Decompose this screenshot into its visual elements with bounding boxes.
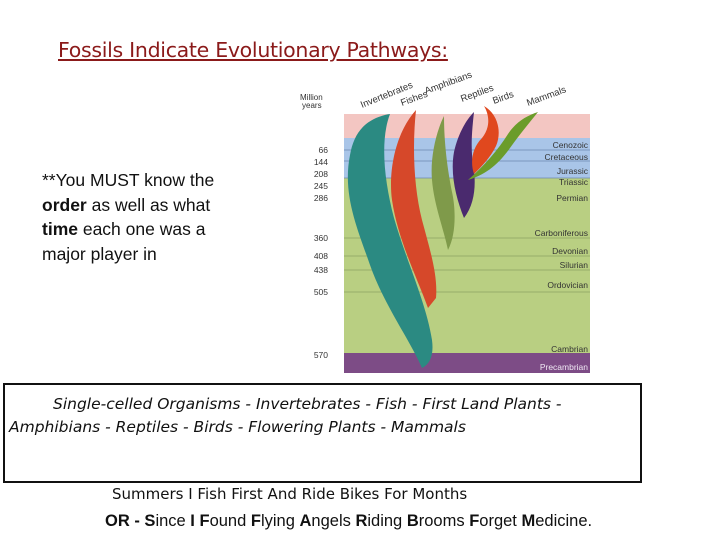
mnemonic-2-initial: A xyxy=(299,512,312,530)
period-label: Precambrian xyxy=(540,362,588,372)
mya-label: 245 xyxy=(314,181,328,191)
mnemonic-2-word-rest: lying xyxy=(260,512,300,530)
mya-label: 570 xyxy=(314,350,328,360)
sequence-box: Single-celled Organisms - Invertebrates … xyxy=(3,383,642,483)
period-label: Carboniferous xyxy=(535,228,588,238)
lineage-fishes xyxy=(391,110,437,308)
period-label: Jurassic xyxy=(557,166,589,176)
instruction-note: **You MUST know the order as well as wha… xyxy=(42,168,257,266)
lineage-birds xyxy=(472,106,499,174)
mnemonic-2-initial: S xyxy=(144,512,156,530)
mnemonic-2-word-rest: ince xyxy=(155,512,191,530)
mnemonic-2-initial: M xyxy=(521,512,536,530)
mnemonic-2-initial: F xyxy=(250,512,261,530)
note-line-2: as well as what xyxy=(86,194,211,215)
mya-label: 208 xyxy=(314,169,328,179)
mnemonic-2-word-rest: iding xyxy=(367,512,407,530)
mnemonic-2-initial: R xyxy=(355,512,368,530)
mya-labels: 66 144 208 245 286 360 408 438 505 570 xyxy=(314,145,328,360)
mnemonic-2-initial: F xyxy=(199,512,210,530)
mnemonic-2-word-rest: orget xyxy=(479,512,522,530)
evolution-diagram: Million years Invertebrates Fishes Amphi… xyxy=(298,69,594,376)
mnemonic-2-initial: I xyxy=(190,512,195,530)
period-label: Ordovician xyxy=(547,280,588,290)
note-line-4: major player in xyxy=(42,243,157,264)
lineage-invertebrates xyxy=(347,114,433,368)
sequence-text: Single-celled Organisms - Invertebrates … xyxy=(9,395,562,436)
mya-label: 360 xyxy=(314,233,328,243)
mnemonic-2-word-rest: rooms xyxy=(418,512,470,530)
mya-label: 286 xyxy=(314,193,328,203)
period-label: Cretaceous xyxy=(545,152,588,162)
period-label: Cenozoic xyxy=(553,140,589,150)
lineage-amphibians xyxy=(431,116,455,250)
lineage-mammals xyxy=(468,112,538,180)
group-labels: Invertebrates Fishes Amphibians Reptiles… xyxy=(359,69,568,110)
period-label: Devonian xyxy=(552,246,588,256)
period-label: Silurian xyxy=(560,260,589,270)
note-order-word: order xyxy=(42,194,87,215)
period-label: Triassic xyxy=(559,177,589,187)
group-label-birds: Birds xyxy=(491,89,515,107)
mnemonic-2-word-rest: ound xyxy=(209,512,251,530)
period-labels: Cenozoic Cretaceous Jurassic Triassic Pe… xyxy=(535,140,589,372)
axis-label-line1: Million xyxy=(300,93,323,102)
mnemonic-2-word-rest: edicine. xyxy=(535,512,593,530)
lineage-reptiles xyxy=(452,112,475,218)
mnemonic-2-initial: B xyxy=(406,512,419,530)
period-label: Cambrian xyxy=(551,344,588,354)
axis-label-line2: years xyxy=(302,101,322,110)
mya-label: 408 xyxy=(314,251,328,261)
mnemonic-2-prefix: OR - xyxy=(105,512,145,530)
evolution-diagram-svg: Million years Invertebrates Fishes Amphi… xyxy=(300,69,590,373)
note-time-word: time xyxy=(42,219,78,239)
mya-label: 66 xyxy=(319,145,329,155)
mnemonic-2-word-rest: ngels xyxy=(311,512,356,530)
slide-title: Fossils Indicate Evolutionary Pathways: xyxy=(58,38,448,62)
group-label-mammals: Mammals xyxy=(525,84,568,109)
mya-label: 144 xyxy=(314,157,328,167)
mnemonic-1: Summers I Fish First And Ride Bikes For … xyxy=(112,485,468,503)
group-label-reptiles: Reptiles xyxy=(459,83,495,105)
mnemonic-2: OR - Since I Found Flying Angels Riding … xyxy=(105,512,592,531)
band-precambrian xyxy=(344,353,590,373)
mya-label: 505 xyxy=(314,287,328,297)
note-line-1: **You MUST know the xyxy=(42,170,215,190)
mnemonic-2-words: Since I Found Flying Angels Riding Broom… xyxy=(144,512,592,530)
period-label: Permian xyxy=(556,193,588,203)
mya-label: 438 xyxy=(314,265,328,275)
note-line-3: each one was a xyxy=(77,219,206,239)
mnemonic-2-initial: F xyxy=(469,512,480,530)
